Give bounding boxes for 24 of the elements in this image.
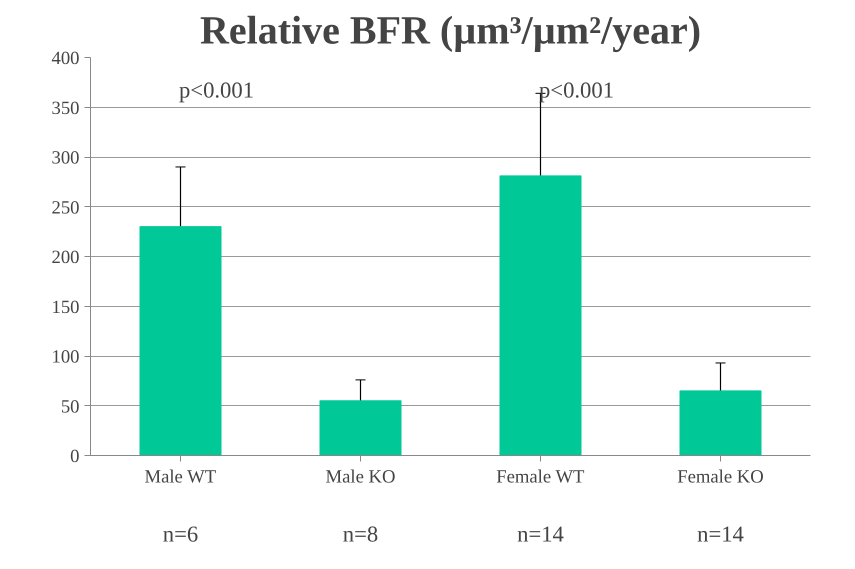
annotation: p<0.001 bbox=[538, 77, 614, 102]
y-tick-label: 100 bbox=[52, 346, 80, 368]
bar bbox=[500, 175, 582, 456]
x-tick-label: Male KO bbox=[326, 466, 396, 488]
x-tick-label: Female WT bbox=[496, 466, 586, 488]
y-tick-label: 400 bbox=[52, 48, 80, 69]
x-tick-label: Male WT bbox=[144, 466, 217, 488]
text: n=14 bbox=[697, 522, 744, 546]
y-tick-label: 150 bbox=[52, 296, 80, 318]
chart-title: Relative BFR (µm³/µm²/year) bbox=[200, 8, 702, 52]
text: n=8 bbox=[342, 522, 378, 546]
y-tick-label: 0 bbox=[70, 446, 80, 467]
y-tick-label: 250 bbox=[52, 197, 80, 218]
x-tick-label: Female KO bbox=[677, 466, 764, 488]
y-tick-label: 50 bbox=[60, 396, 80, 418]
text: n=14 bbox=[517, 522, 564, 546]
y-tick-label: 350 bbox=[52, 98, 80, 119]
bar bbox=[320, 400, 402, 456]
bar bbox=[680, 390, 762, 456]
y-tick-label: 300 bbox=[52, 148, 80, 168]
annotation: p<0.001 bbox=[178, 77, 254, 102]
text: n=6 bbox=[162, 522, 198, 546]
y-tick-label: 200 bbox=[52, 247, 80, 268]
bar bbox=[140, 226, 222, 456]
